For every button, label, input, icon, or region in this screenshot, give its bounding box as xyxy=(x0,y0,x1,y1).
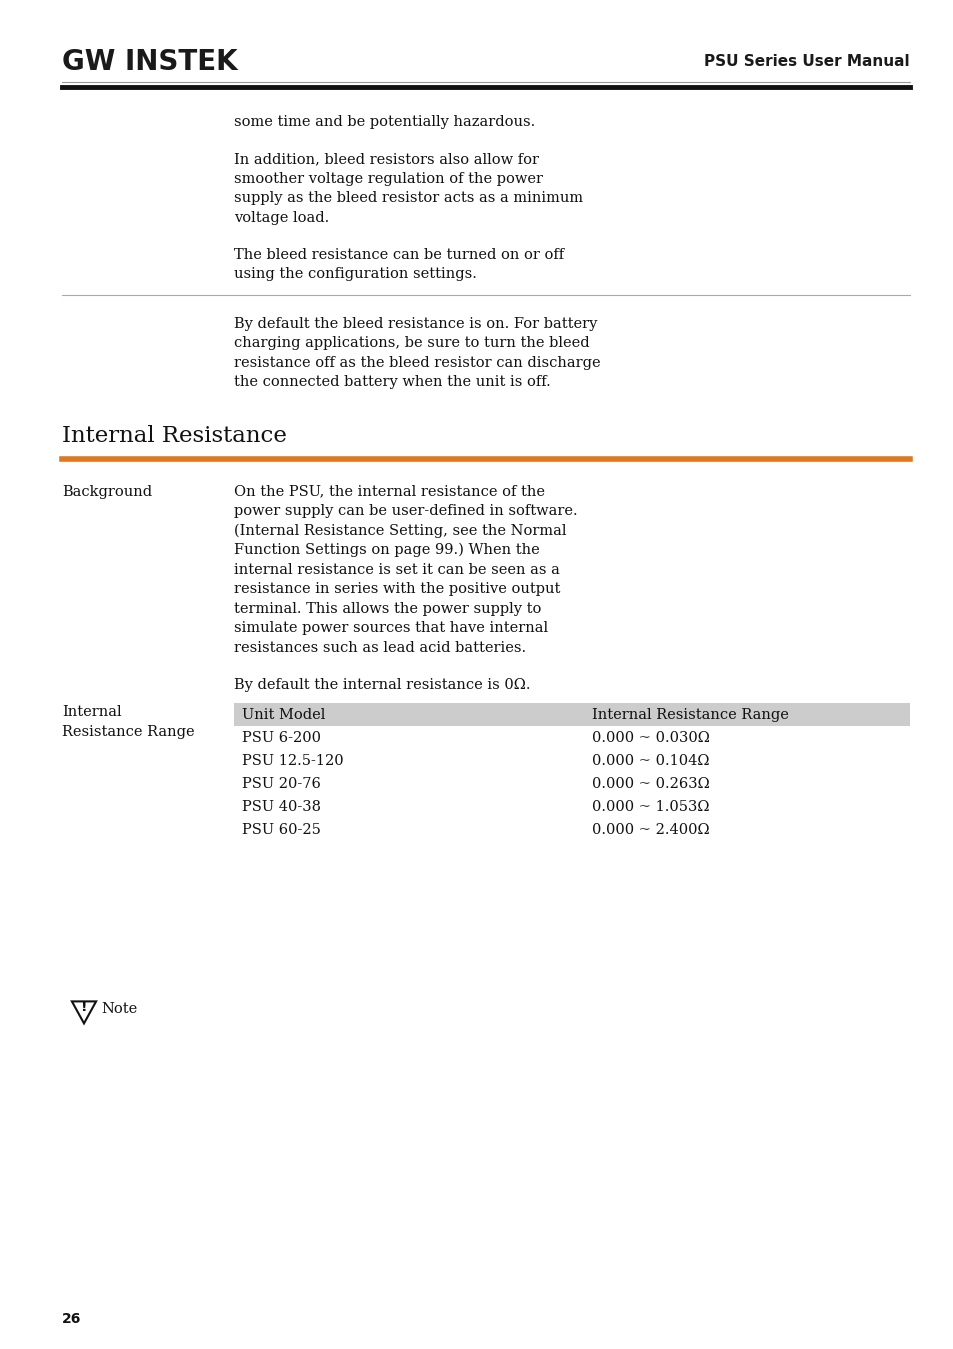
Text: using the configuration settings.: using the configuration settings. xyxy=(233,267,476,281)
Bar xyxy=(233,703,909,726)
Text: Internal: Internal xyxy=(62,706,121,719)
Text: the connected battery when the unit is off.: the connected battery when the unit is o… xyxy=(233,375,550,389)
Text: Function Settings on page 99.) When the: Function Settings on page 99.) When the xyxy=(233,544,539,557)
Text: internal resistance is set it can be seen as a: internal resistance is set it can be see… xyxy=(233,563,559,576)
Text: some time and be potentially hazardous.: some time and be potentially hazardous. xyxy=(233,115,535,130)
Text: 0.000 ~ 1.053Ω: 0.000 ~ 1.053Ω xyxy=(592,800,709,813)
Text: The bleed resistance can be turned on or off: The bleed resistance can be turned on or… xyxy=(233,248,563,262)
Text: On the PSU, the internal resistance of the: On the PSU, the internal resistance of t… xyxy=(233,484,544,499)
Text: Background: Background xyxy=(62,484,152,499)
Text: 0.000 ~ 0.104Ω: 0.000 ~ 0.104Ω xyxy=(592,754,709,768)
Text: By default the internal resistance is 0Ω.: By default the internal resistance is 0Ω… xyxy=(233,677,530,692)
Text: 0.000 ~ 2.400Ω: 0.000 ~ 2.400Ω xyxy=(592,823,709,836)
Text: resistance in series with the positive output: resistance in series with the positive o… xyxy=(233,583,559,596)
Text: resistance off as the bleed resistor can discharge: resistance off as the bleed resistor can… xyxy=(233,356,600,370)
Text: 0.000 ~ 0.263Ω: 0.000 ~ 0.263Ω xyxy=(592,777,709,791)
Text: PSU 40-38: PSU 40-38 xyxy=(242,800,320,813)
Text: Resistance Range: Resistance Range xyxy=(62,724,194,739)
Text: 0.000 ~ 0.030Ω: 0.000 ~ 0.030Ω xyxy=(592,731,709,745)
Text: PSU 6-200: PSU 6-200 xyxy=(242,731,320,745)
Text: GW INSTEK: GW INSTEK xyxy=(62,49,237,76)
Text: simulate power sources that have internal: simulate power sources that have interna… xyxy=(233,621,548,635)
Text: By default the bleed resistance is on. For battery: By default the bleed resistance is on. F… xyxy=(233,317,597,331)
Text: terminal. This allows the power supply to: terminal. This allows the power supply t… xyxy=(233,602,540,615)
Text: 26: 26 xyxy=(62,1313,81,1326)
Text: PSU 12.5-120: PSU 12.5-120 xyxy=(242,754,343,768)
Text: Internal Resistance Range: Internal Resistance Range xyxy=(592,708,788,722)
Text: PSU 60-25: PSU 60-25 xyxy=(242,823,320,836)
Text: PSU Series User Manual: PSU Series User Manual xyxy=(703,54,909,70)
Text: Note: Note xyxy=(101,1002,137,1016)
Text: Internal Resistance: Internal Resistance xyxy=(62,425,287,447)
Text: voltage load.: voltage load. xyxy=(233,210,329,224)
Text: power supply can be user-defined in software.: power supply can be user-defined in soft… xyxy=(233,505,577,518)
Text: !: ! xyxy=(81,1001,87,1014)
Text: charging applications, be sure to turn the bleed: charging applications, be sure to turn t… xyxy=(233,336,589,351)
Text: Unit Model: Unit Model xyxy=(242,708,325,722)
Text: smoother voltage regulation of the power: smoother voltage regulation of the power xyxy=(233,171,542,186)
Text: PSU 20-76: PSU 20-76 xyxy=(242,777,320,791)
Text: supply as the bleed resistor acts as a minimum: supply as the bleed resistor acts as a m… xyxy=(233,192,582,205)
Text: resistances such as lead acid batteries.: resistances such as lead acid batteries. xyxy=(233,641,525,654)
Text: In addition, bleed resistors also allow for: In addition, bleed resistors also allow … xyxy=(233,152,538,166)
Text: (Internal Resistance Setting, see the Normal: (Internal Resistance Setting, see the No… xyxy=(233,523,566,538)
